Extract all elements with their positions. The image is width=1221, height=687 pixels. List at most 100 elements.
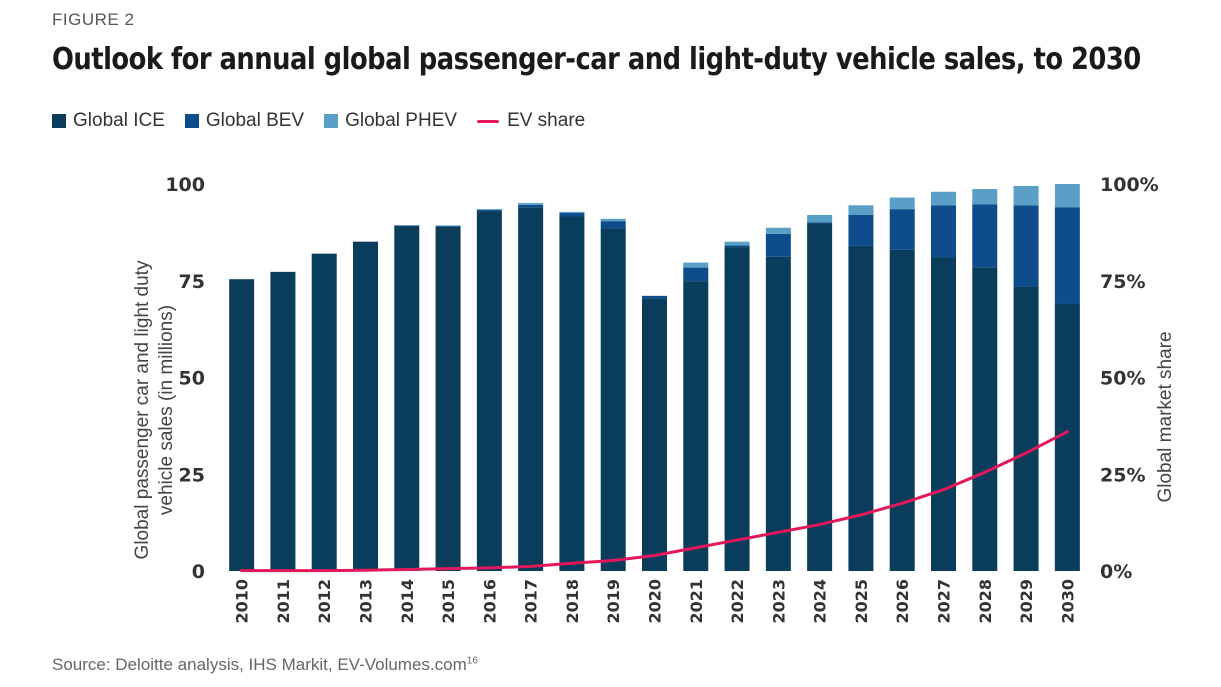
bar-global-ice — [931, 257, 956, 571]
bar-global-bev — [889, 209, 915, 250]
bar-global-ice — [600, 228, 626, 572]
bar-global-phev — [765, 227, 791, 234]
bar-global-phev — [476, 209, 502, 210]
x-tick-label: 2015 — [439, 579, 458, 624]
x-tick-label: 2025 — [852, 579, 871, 624]
legend-label-bev: Global BEV — [205, 110, 305, 131]
x-tick-label: 2012 — [315, 579, 334, 624]
bar-global-ice — [1013, 286, 1039, 571]
legend-label-phev: Global PHEV — [345, 110, 458, 131]
bar-global-bev — [724, 245, 750, 248]
chart-title: Outlook for annual global passenger-car … — [52, 42, 1141, 77]
y-right-tick-label: 25% — [1100, 464, 1145, 486]
bar-global-ice — [889, 249, 915, 572]
bar-global-bev — [848, 214, 874, 246]
x-tick-label: 2011 — [274, 579, 293, 624]
x-tick-label: 2020 — [646, 579, 665, 624]
legend-swatch-phev — [324, 114, 339, 128]
bar-global-bev — [931, 205, 956, 258]
bar-global-bev — [518, 204, 544, 208]
bar-global-ice — [848, 245, 874, 572]
y-axis-title-line2: vehicle sales (in millions) — [156, 305, 177, 515]
bar-global-bev — [972, 204, 998, 268]
bar-global-bev — [765, 233, 791, 257]
x-tick-label: 2010 — [233, 579, 252, 624]
bar-global-ice — [559, 216, 585, 571]
bar-global-bev — [476, 209, 502, 212]
y-right-axis-title: Global market share — [1155, 331, 1176, 502]
bar-global-phev — [435, 225, 461, 227]
bar-global-phev — [889, 197, 915, 210]
bar-global-ice — [394, 225, 420, 571]
legend-label-ice: Global ICE — [73, 110, 165, 131]
bar-global-ice — [683, 281, 709, 571]
x-tick-label: 2026 — [893, 579, 912, 624]
source-text: Source: Deloitte analysis, IHS Markit, E… — [52, 655, 467, 674]
bar-global-phev — [1013, 185, 1039, 206]
x-tick-label: 2013 — [357, 579, 376, 624]
bar-global-bev — [600, 221, 626, 229]
legend-swatch-ice — [52, 114, 66, 128]
x-tick-label: 2021 — [687, 579, 706, 624]
source-footnote: 16 — [466, 655, 478, 667]
bar-global-phev — [600, 218, 626, 222]
x-tick-label: 2017 — [522, 579, 541, 624]
y-tick-label: 25 — [179, 464, 205, 486]
bar-global-bev — [807, 222, 833, 224]
x-tick-label: 2022 — [728, 579, 747, 624]
bar-global-phev — [1054, 184, 1080, 208]
y-axis-title-line1: Global passenger car and light duty — [132, 260, 153, 559]
bar-global-ice — [972, 267, 998, 571]
y-right-tick-label: 50% — [1100, 368, 1145, 390]
y-tick-label: 50 — [179, 368, 205, 390]
bar-global-ice — [518, 207, 544, 571]
legend-item-ice: Global ICE — [52, 110, 165, 132]
y-right-tick-label: 100% — [1100, 174, 1159, 196]
x-tick-label: 2014 — [398, 579, 417, 624]
y-right-tick-label: 0% — [1100, 561, 1132, 583]
bar-global-ice — [642, 298, 667, 571]
x-tick-label: 2023 — [769, 579, 788, 624]
figure-label: FIGURE 2 — [52, 10, 135, 29]
x-tick-label: 2030 — [1058, 579, 1077, 624]
ev-share-line — [240, 430, 1069, 573]
bar-global-ice — [229, 279, 255, 571]
bar-global-ice — [435, 226, 461, 571]
bar-global-phev — [559, 211, 585, 214]
x-tick-label: 2027 — [935, 579, 954, 624]
legend-swatch-bev — [184, 114, 199, 128]
bar-global-phev — [931, 191, 956, 206]
bar-global-ice — [353, 241, 378, 571]
x-tick-label: 2019 — [604, 579, 623, 624]
y-right-tick-label: 75% — [1100, 271, 1145, 293]
x-tick-label: 2024 — [811, 579, 830, 624]
bar-global-bev — [1013, 205, 1039, 287]
bar-global-phev — [683, 262, 709, 268]
legend-swatch-ev-share — [477, 119, 500, 123]
bar-global-ice — [807, 223, 833, 571]
bar-global-phev — [807, 214, 833, 223]
y-tick-label: 100 — [165, 174, 205, 196]
bar-global-bev — [559, 213, 585, 217]
x-tick-label: 2018 — [563, 579, 582, 624]
bar-global-bev — [642, 295, 667, 299]
source-note: Source: Deloitte analysis, IHS Markit, E… — [52, 655, 478, 675]
bar-global-phev — [848, 205, 874, 215]
legend-label-ev-share: EV share — [507, 110, 586, 131]
x-tick-label: 2028 — [976, 579, 995, 624]
y-tick-label: 0 — [192, 561, 205, 583]
y-tick-label: 75 — [179, 271, 205, 293]
bar-global-phev — [724, 241, 750, 246]
bar-global-bev — [394, 225, 420, 227]
bar-global-ice — [476, 211, 502, 571]
bar-global-phev — [518, 202, 544, 205]
bar-global-ice — [765, 256, 791, 571]
bar-global-phev — [972, 189, 998, 205]
x-tick-label: 2029 — [1017, 579, 1036, 624]
legend: Global ICE Global BEV Global PHEV EV sha… — [52, 110, 605, 132]
bar-global-ice — [311, 253, 337, 571]
legend-item-ev-share: EV share — [477, 110, 585, 132]
bar-global-bev — [683, 267, 709, 282]
bar-global-bev — [1054, 207, 1080, 304]
